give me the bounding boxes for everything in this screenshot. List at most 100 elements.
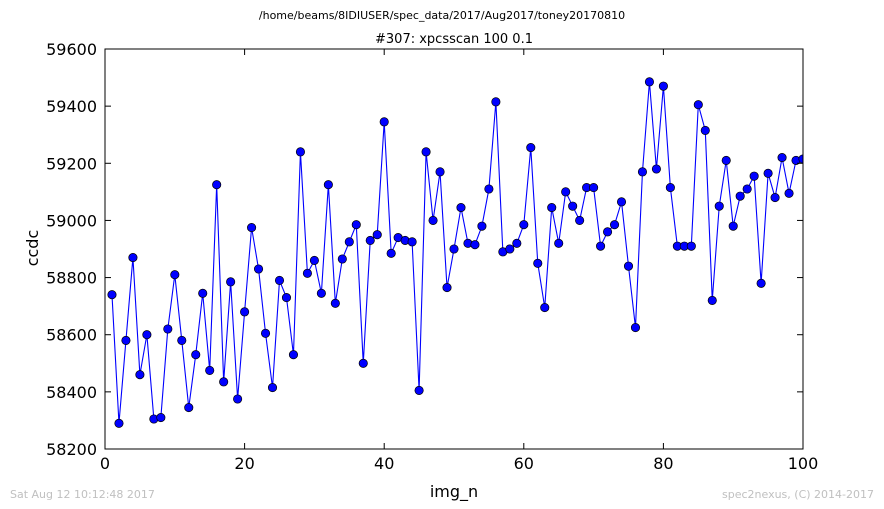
data-point bbox=[770, 193, 780, 203]
data-point bbox=[107, 290, 117, 300]
y-tick-label: 58800 bbox=[46, 269, 97, 288]
data-point bbox=[603, 227, 613, 237]
data-point bbox=[561, 187, 571, 197]
data-point bbox=[784, 188, 794, 198]
chart-title: #307: xpcsscan 100 0.1 bbox=[375, 32, 533, 47]
data-point bbox=[616, 197, 627, 207]
y-tick-label: 58200 bbox=[46, 440, 97, 459]
data-point bbox=[309, 255, 319, 265]
data-point bbox=[609, 220, 620, 230]
data-point bbox=[742, 184, 752, 194]
data-point bbox=[707, 295, 717, 305]
data-point bbox=[470, 240, 480, 250]
data-point bbox=[414, 385, 424, 395]
x-tick-label: 0 bbox=[100, 454, 110, 473]
data-point bbox=[589, 183, 599, 193]
y-tick-label: 58400 bbox=[46, 383, 97, 402]
series-line bbox=[111, 81, 803, 424]
data-point bbox=[281, 293, 292, 303]
data-point bbox=[477, 221, 487, 231]
data-point bbox=[212, 180, 222, 190]
data-point bbox=[568, 201, 578, 211]
data-point bbox=[519, 220, 529, 230]
data-point bbox=[288, 350, 299, 360]
data-point bbox=[177, 335, 187, 345]
data-point bbox=[114, 418, 124, 428]
data-point bbox=[323, 180, 333, 190]
data-point bbox=[163, 324, 173, 334]
data-point bbox=[777, 153, 787, 163]
x-tick-label: 40 bbox=[374, 454, 394, 473]
data-point bbox=[693, 100, 703, 110]
data-point bbox=[421, 147, 431, 157]
data-point bbox=[219, 377, 229, 387]
data-point bbox=[267, 383, 278, 393]
data-point bbox=[728, 221, 738, 231]
data-point bbox=[198, 288, 208, 298]
data-point bbox=[686, 241, 696, 251]
data-point bbox=[386, 248, 396, 258]
data-point bbox=[240, 307, 250, 317]
data-point bbox=[205, 365, 215, 375]
data-point bbox=[121, 335, 131, 345]
data-point bbox=[540, 303, 550, 313]
data-point bbox=[630, 323, 641, 333]
data-point bbox=[365, 235, 375, 245]
x-tick-label: 60 bbox=[514, 454, 534, 473]
data-point bbox=[756, 278, 766, 288]
x-axis-label: img_n bbox=[430, 482, 478, 502]
data-point bbox=[763, 168, 773, 178]
data-point bbox=[135, 370, 145, 380]
data-point bbox=[644, 77, 654, 87]
data-point bbox=[316, 288, 326, 298]
y-tick-label: 59000 bbox=[46, 211, 97, 230]
data-point bbox=[484, 184, 494, 194]
data-point bbox=[337, 254, 347, 264]
data-point bbox=[700, 125, 710, 135]
data-point bbox=[526, 143, 536, 153]
data-point bbox=[714, 201, 724, 211]
data-point bbox=[302, 268, 312, 278]
data-point bbox=[358, 358, 368, 368]
x-tick-label: 100 bbox=[788, 454, 819, 473]
data-point bbox=[491, 97, 501, 107]
data-point bbox=[295, 147, 305, 157]
y-axis-label: ccdc bbox=[23, 230, 42, 267]
data-point bbox=[191, 350, 201, 360]
data-point bbox=[449, 244, 459, 254]
y-tick-label: 59400 bbox=[46, 97, 97, 116]
data-point bbox=[233, 394, 243, 404]
data-point bbox=[344, 237, 354, 247]
data-point bbox=[749, 171, 759, 181]
data-point bbox=[442, 283, 452, 293]
data-point bbox=[407, 237, 417, 247]
data-point bbox=[596, 241, 606, 251]
data-point bbox=[505, 244, 515, 254]
data-point bbox=[658, 81, 668, 91]
data-point bbox=[184, 403, 194, 413]
data-point bbox=[554, 238, 564, 248]
data-point bbox=[254, 264, 264, 274]
data-point bbox=[170, 270, 180, 280]
data-point bbox=[379, 117, 389, 127]
timestamp-label: Sat Aug 12 10:12:48 2017 bbox=[10, 488, 155, 501]
data-point bbox=[533, 258, 543, 268]
data-point bbox=[665, 183, 675, 193]
x-tick-label: 20 bbox=[234, 454, 254, 473]
y-tick-label: 59600 bbox=[46, 40, 97, 59]
data-point bbox=[372, 230, 382, 240]
data-point bbox=[142, 330, 152, 340]
data-point bbox=[547, 203, 557, 213]
data-point bbox=[651, 164, 661, 174]
data-point bbox=[260, 328, 271, 338]
data-point bbox=[512, 238, 522, 248]
data-point bbox=[247, 223, 257, 233]
data-point bbox=[128, 253, 138, 263]
data-point bbox=[226, 277, 236, 287]
data-point bbox=[623, 261, 634, 271]
data-point bbox=[735, 191, 745, 201]
y-tick-label: 59200 bbox=[46, 154, 97, 173]
data-point bbox=[351, 220, 361, 230]
data-point bbox=[456, 203, 466, 213]
